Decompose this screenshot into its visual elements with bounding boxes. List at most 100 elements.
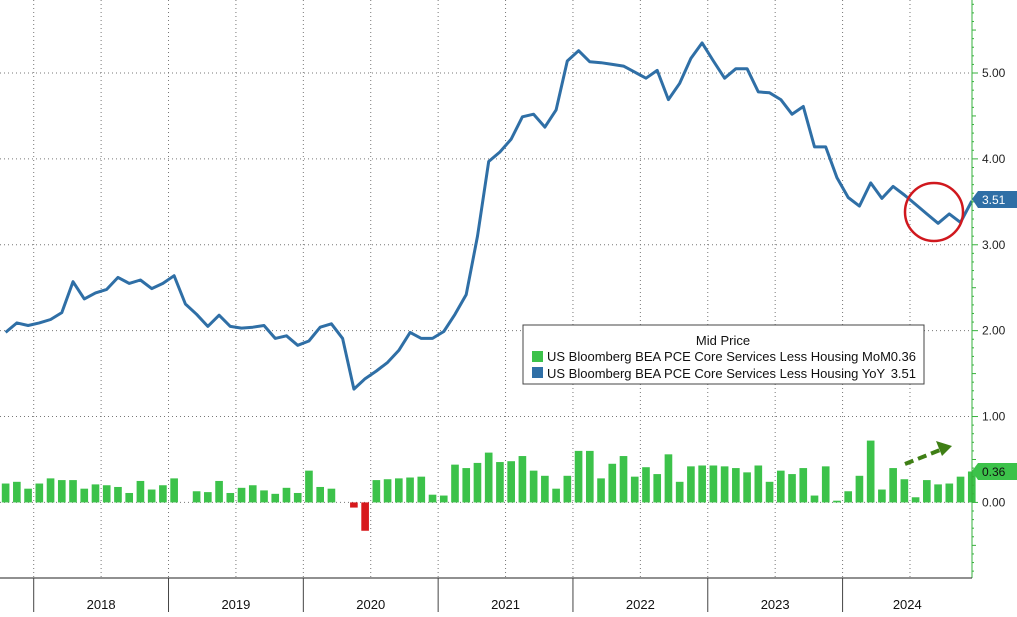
x-axis: 2018 2019 2020 2021 2022 2023 2024: [0, 577, 972, 612]
highlight-circle: [903, 181, 965, 243]
y-axis: 0.00 1.00 2.00 3.00 4.00 5.00: [971, 0, 1006, 578]
mom-bar: [237, 487, 246, 503]
mom-bar: [125, 492, 134, 503]
legend-label-yoy: US Bloomberg BEA PCE Core Services Less …: [547, 366, 886, 381]
mom-bar: [821, 466, 830, 503]
mom-bar: [529, 470, 538, 503]
mom-bar: [956, 476, 965, 503]
mom-bar: [147, 489, 156, 503]
mom-bar: [900, 479, 909, 503]
mom-bar: [462, 468, 471, 503]
mom-bar: [136, 480, 145, 503]
mom-bar: [316, 486, 324, 503]
mom-bar: [507, 461, 515, 503]
y-tick-label: 4.00: [982, 152, 1006, 166]
x-tick-label: 2021: [491, 597, 520, 612]
x-tick-label: 2018: [87, 597, 116, 612]
mom-bar: [541, 475, 549, 503]
mom-bar: [204, 492, 212, 503]
mom-bar: [350, 502, 358, 508]
mom-bar: [260, 490, 268, 503]
annotations: [903, 181, 965, 466]
mom-bar: [518, 456, 527, 503]
mom-bar: [574, 450, 583, 503]
mom-bar: [608, 463, 617, 503]
mom-bar: [496, 462, 504, 503]
legend: Mid Price US Bloomberg BEA PCE Core Serv…: [522, 324, 925, 385]
mom-bar: [664, 454, 673, 503]
mom-bar: [91, 484, 100, 503]
mom-bar: [833, 500, 841, 503]
mom-bar: [687, 466, 695, 503]
mom-bar: [597, 478, 605, 503]
mom-bar: [484, 452, 493, 503]
mom-bar: [428, 494, 437, 503]
yoy-tag-label: 3.51: [982, 193, 1006, 207]
mom-bar: [923, 480, 931, 503]
mom-bar: [248, 485, 257, 503]
mom-bar: [776, 470, 785, 503]
mom-bar: [552, 488, 560, 503]
y-tick-label: 3.00: [982, 238, 1006, 252]
x-tick-label: 2023: [761, 597, 790, 612]
mom-bar: [192, 491, 201, 503]
legend-swatch-yoy: [532, 367, 543, 378]
mom-bar: [642, 467, 650, 503]
mom-bar: [57, 480, 66, 503]
mom-bar: [709, 465, 718, 503]
mom-bar: [215, 480, 223, 503]
mom-bar: [305, 470, 313, 503]
mom-bar: [878, 489, 886, 503]
mom-bar: [159, 485, 167, 503]
mom-bar: [653, 474, 662, 503]
mom-bar: [327, 488, 336, 503]
x-tick-label: 2019: [221, 597, 250, 612]
mom-bar: [866, 440, 875, 503]
x-tick-label: 2022: [626, 597, 655, 612]
mom-bar: [282, 487, 291, 503]
mom-bar: [69, 480, 77, 503]
mom-bar: [743, 472, 751, 503]
trend-arrow-shaft: [904, 448, 941, 466]
mom-bar: [395, 478, 403, 503]
mom-bar: [114, 486, 122, 503]
mom-bar: [788, 474, 796, 503]
mom-bar: [24, 488, 32, 503]
mom-bar: [80, 488, 89, 503]
legend-label-mom: US Bloomberg BEA PCE Core Services Less …: [547, 349, 891, 364]
mom-bar: [619, 456, 628, 503]
mom-bar: [911, 497, 920, 503]
mom-bar: [406, 477, 414, 503]
mom-bar: [170, 478, 178, 503]
mom-bar: [361, 502, 369, 531]
legend-box: [522, 324, 925, 385]
mom-bar: [675, 481, 684, 503]
yoy-line-group: [4, 41, 974, 391]
mom-bar: [13, 481, 21, 503]
legend-swatch-mom: [532, 351, 543, 362]
mom-bar: [293, 492, 302, 503]
mom-bar: [799, 468, 808, 503]
mom-bar: [451, 464, 459, 503]
y-tick-label: 5.00: [982, 66, 1006, 80]
yoy-tag-shape: [972, 191, 1017, 208]
mom-bar: [810, 495, 819, 503]
legend-title: Mid Price: [696, 333, 750, 348]
x-tick-label: 2020: [356, 597, 385, 612]
mom-bar: [563, 475, 572, 503]
mom-bar: [35, 483, 44, 503]
grid-lines: [0, 0, 972, 578]
y-tick-label: 2.00: [982, 324, 1006, 338]
mom-bar: [754, 465, 763, 503]
mom-bar: [630, 476, 639, 503]
mom-bars: [1, 440, 976, 531]
mom-bar: [417, 476, 426, 503]
mom-bar: [732, 468, 740, 503]
mom-bar: [102, 485, 111, 503]
trend-arrow-head: [936, 441, 952, 456]
mom-bar: [765, 481, 774, 503]
mom-bar: [720, 466, 729, 503]
x-tick-label: 2024: [893, 597, 922, 612]
mom-tag-label: 0.36: [982, 465, 1006, 479]
